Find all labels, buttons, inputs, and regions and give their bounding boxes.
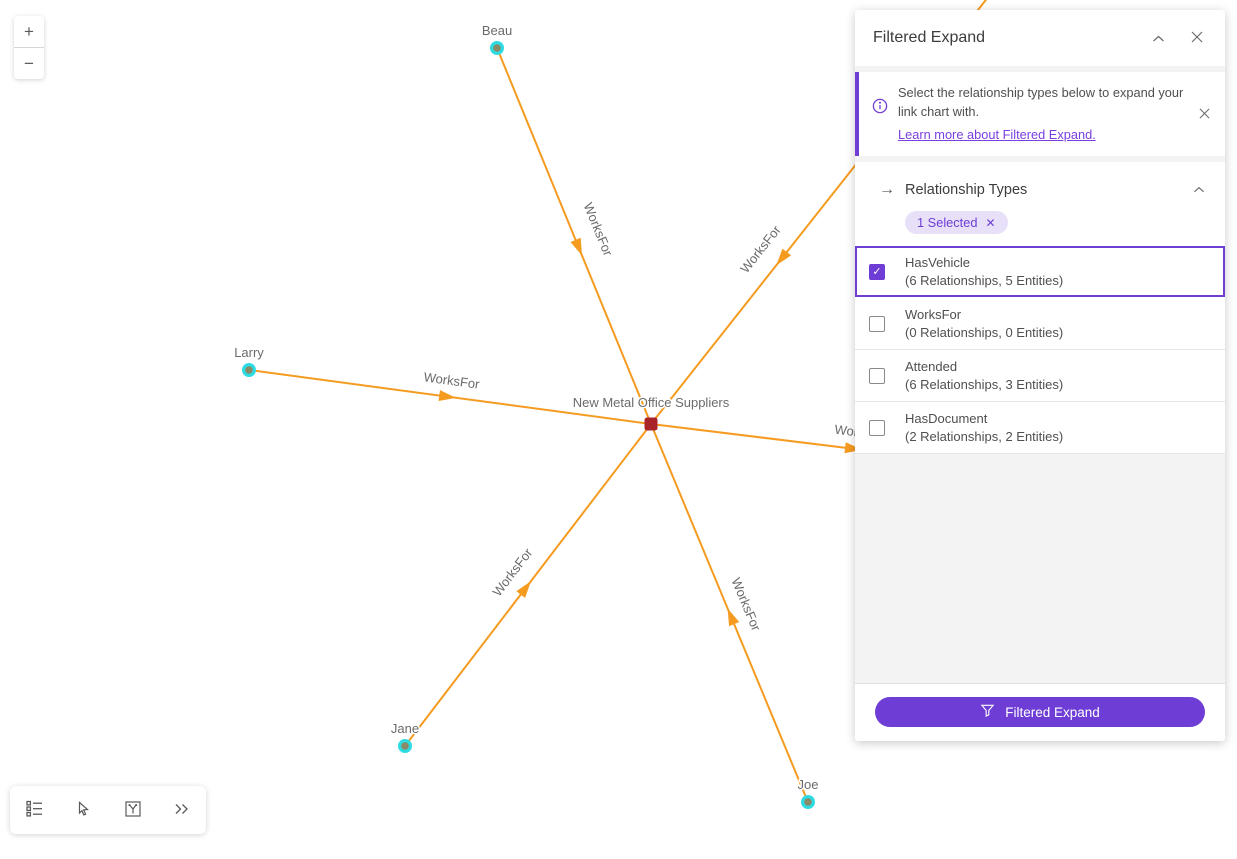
info-banner: Select the relationship types below to e… — [855, 72, 1225, 157]
graph-node-label: New Metal Office Suppliers — [573, 395, 730, 410]
graph-node-label: Jane — [391, 721, 419, 736]
legend-list-button[interactable] — [18, 793, 52, 827]
info-banner-close-button[interactable] — [1193, 106, 1215, 122]
link-chart-icon — [124, 800, 142, 821]
graph-edge[interactable] — [496, 47, 652, 425]
relationship-type-checkbox[interactable] — [869, 419, 885, 436]
chevron-up-icon — [1193, 182, 1205, 197]
relationship-type-label: WorksFor — [905, 307, 962, 323]
expand-toolbar-icon — [173, 802, 190, 819]
graph-node-core — [493, 44, 501, 52]
relationship-type-row[interactable]: Attended (6 Relationships, 3 Entities) — [855, 350, 1225, 403]
chevron-up-icon — [1152, 31, 1165, 46]
zoom-control: + − — [14, 16, 44, 79]
relationship-types-section-header: → Relationship Types 1 Selected ✕ — [855, 162, 1225, 247]
relationship-type-row[interactable]: HasDocument (2 Relationships, 2 Entities) — [855, 402, 1225, 455]
relationship-type-row[interactable]: ✓ HasVehicle (6 Relationships, 5 Entities) — [855, 246, 1225, 299]
panel-title: Filtered Expand — [873, 29, 986, 46]
close-icon — [1191, 31, 1203, 46]
graph-node-core — [804, 798, 812, 806]
close-icon — [1199, 106, 1210, 122]
relationship-type-label: HasVehicle — [905, 255, 971, 271]
graph-edge-arrow — [438, 390, 457, 402]
close-icon: ✕ — [985, 215, 996, 230]
learn-more-link[interactable]: Learn more about Filtered Expand. — [898, 127, 1096, 143]
graph-edge-arrow — [570, 237, 583, 256]
link-chart-button[interactable] — [116, 793, 150, 827]
filter-funnel-icon — [980, 703, 995, 721]
panel-empty-area — [855, 454, 1225, 683]
clear-selection-button[interactable]: ✕ — [985, 216, 995, 230]
section-collapse-button[interactable] — [1189, 178, 1209, 201]
relationship-types-title: Relationship Types — [905, 181, 1028, 198]
relationship-type-detail: (6 Relationships, 5 Entities) — [905, 272, 1064, 288]
info-banner-text: Select the relationship types below to e… — [898, 85, 1184, 119]
legend-list-icon — [25, 799, 44, 821]
relationship-type-label: HasDocument — [905, 411, 988, 427]
graph-edge-label: WorksFor — [581, 200, 616, 258]
relationship-type-detail: (6 Relationships, 3 Entities) — [905, 376, 1064, 392]
info-icon — [867, 84, 893, 144]
panel-close-button[interactable] — [1185, 25, 1209, 52]
graph-node-label: Larry — [234, 345, 264, 360]
graph-edge-label: WorksFor — [423, 369, 481, 391]
panel-footer: Filtered Expand — [855, 683, 1225, 741]
select-cursor-icon — [75, 800, 92, 820]
selected-count-label: 1 Selected — [917, 215, 978, 231]
graph-edge-label: WorksFor — [737, 222, 784, 276]
relationship-type-checkbox[interactable] — [869, 315, 885, 332]
expand-toolbar-button[interactable] — [165, 793, 199, 827]
select-cursor-button[interactable] — [67, 793, 101, 827]
graph-edge-arrow — [516, 581, 532, 598]
chart-toolbar — [10, 786, 206, 834]
relationship-type-checkbox[interactable] — [869, 367, 885, 384]
graph-node-core — [401, 742, 409, 750]
filtered-expand-button[interactable]: Filtered Expand — [875, 697, 1205, 727]
relationship-type-row[interactable]: WorksFor (0 Relationships, 0 Entities) — [855, 298, 1225, 351]
graph-edge-arrow — [776, 248, 792, 266]
graph-edge-arrow — [727, 608, 740, 627]
filtered-expand-button-label: Filtered Expand — [1005, 704, 1100, 720]
graph-node-company[interactable] — [644, 417, 658, 431]
graph-edge-label: WorksFor — [489, 545, 535, 599]
relationship-type-detail: (0 Relationships, 0 Entities) — [905, 324, 1064, 340]
zoom-divider — [14, 47, 44, 48]
panel-collapse-button[interactable] — [1146, 25, 1171, 52]
zoom-out-button[interactable]: − — [14, 48, 44, 79]
panel-header: Filtered Expand — [855, 10, 1225, 66]
relationship-type-detail: (2 Relationships, 2 Entities) — [905, 428, 1064, 444]
filtered-expand-panel: Filtered Expand Select th — [855, 10, 1225, 741]
graph-node-core — [245, 366, 253, 374]
graph-node-label: Joe — [798, 777, 819, 792]
graph-node-label: Beau — [482, 23, 512, 38]
relationship-rows: ✓ HasVehicle (6 Relationships, 5 Entities)… — [855, 246, 1225, 455]
relationship-type-checkbox[interactable]: ✓ — [869, 263, 885, 280]
zoom-in-button[interactable]: + — [14, 16, 44, 47]
relationship-type-label: Attended — [905, 359, 958, 375]
relationship-arrow-icon: → — [879, 180, 895, 198]
selected-count-chip[interactable]: 1 Selected ✕ — [905, 211, 1008, 235]
